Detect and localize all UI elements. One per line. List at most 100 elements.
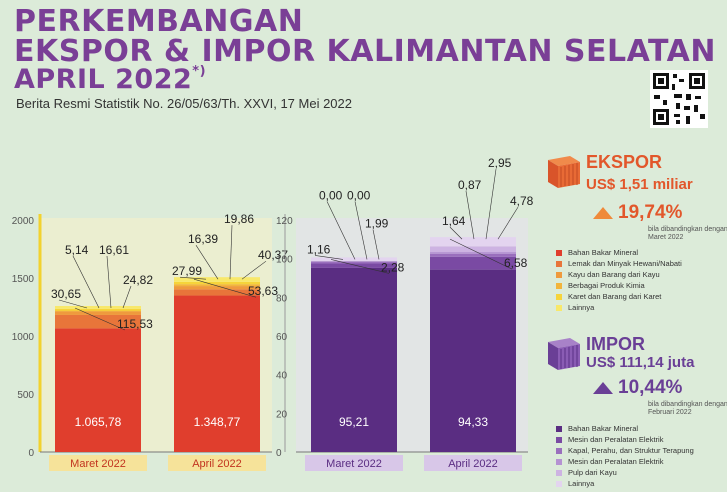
impor-data-label: 1,64 (442, 214, 466, 228)
ekspor-legend-swatch (556, 260, 562, 267)
impor-legend-swatch (556, 480, 562, 487)
title-line-3: APRIL 2022*) (14, 64, 206, 95)
impor-category-label: April 2022 (448, 458, 498, 470)
impor-legend-swatch (556, 425, 562, 432)
impor-legend-swatch (556, 436, 562, 443)
impor-leader-line (449, 226, 463, 240)
impor-data-label: 1,99 (365, 216, 389, 230)
ekspor-bar-segment (174, 277, 260, 282)
impor-y-tick-label: 40 (276, 371, 288, 382)
impor-y-tick-label: 100 (276, 255, 293, 266)
ekspor-legend-swatch (556, 249, 562, 256)
ekspor-bar-segment (174, 281, 260, 285)
ekspor-y-tick-label: 500 (17, 390, 34, 401)
ekspor-category-label: April 2022 (192, 458, 242, 470)
ekspor-leader-line (122, 285, 132, 309)
impor-data-label: 0,00 (347, 188, 371, 202)
impor-category-label: Maret 2022 (326, 458, 382, 470)
ekspor-category-label: Maret 2022 (70, 458, 126, 470)
impor-data-label: 2,28 (381, 260, 405, 274)
impor-legend-label: Bahan Bakar Mineral (568, 424, 639, 433)
impor-legend-item: Kapal, Perahu, dan Struktur Terapung (556, 445, 694, 456)
impor-bar-segment (430, 269, 516, 452)
ekspor-value: US$ 1,51 miliar (586, 176, 693, 193)
ekspor-legend-swatch (556, 271, 562, 278)
ekspor-change: 19,74% (618, 202, 683, 223)
impor-y-tick-label: 120 (276, 216, 293, 227)
title-line-1: PERKEMBANGAN (14, 4, 304, 39)
impor-legend-label: Lainnya (568, 479, 595, 488)
impor-bar-segment (430, 256, 516, 270)
impor-bar-segment (311, 257, 397, 262)
ekspor-data-label: 115,53 (117, 317, 153, 331)
ekspor-category-band (49, 455, 147, 471)
ekspor-bar-segment (55, 306, 141, 309)
impor-change-note: bila dibandingkan dengan Februari 2022 (648, 401, 727, 416)
impor-category-band (424, 455, 522, 471)
title-line-2: EKSPOR & IMPOR KALIMANTAN SELATAN (14, 34, 716, 69)
impor-data-label: 1,16 (307, 242, 331, 256)
impor-data-label: 2,95 (488, 156, 512, 170)
ekspor-legend-item: Kayu dan Barang dari Kayu (556, 269, 682, 280)
impor-legend-swatch (556, 469, 562, 476)
impor-title: IMPOR (586, 334, 646, 354)
impor-data-label: 4,78 (510, 194, 534, 208)
ekspor-bar-segment (55, 311, 141, 315)
ekspor-bar-segment (174, 284, 260, 287)
ekspor-legend-label: Karet dan Barang dari Karet (568, 292, 662, 301)
ekspor-legend-label: Lainnya (568, 303, 595, 312)
ekspor-data-label: 40,37 (258, 248, 288, 262)
impor-legend-label: Mesin dan Peralatan Elektrik (568, 457, 664, 466)
title-period: APRIL 2022 (14, 64, 193, 95)
qr-code-icon[interactable] (650, 70, 708, 128)
ekspor-data-label: 1.348,77 (194, 415, 241, 429)
ekspor-legend-label: Bahan Bakar Mineral (568, 248, 639, 257)
ekspor-up-arrow-icon (593, 207, 613, 219)
impor-y-tick-label: 80 (276, 293, 288, 304)
ekspor-data-label: 16,39 (188, 232, 218, 246)
impor-bar-segment (311, 267, 397, 452)
ekspor-y-tick-label: 0 (28, 448, 34, 459)
impor-legend-label: Pulp dari Kayu (568, 468, 617, 477)
impor-y-tick-label: 60 (276, 332, 288, 343)
ekspor-bar-segment (174, 286, 260, 290)
impor-legend-swatch (556, 458, 562, 465)
impor-leader-line (449, 238, 513, 270)
ekspor-legend-label: Kayu dan Barang dari Kayu (568, 270, 660, 279)
impor-leader-line (497, 206, 519, 240)
subtitle: Berita Resmi Statistik No. 26/05/63/Th. … (16, 96, 352, 111)
impor-legend-item: Pulp dari Kayu (556, 467, 694, 478)
ekspor-legend-item: Lainnya (556, 302, 682, 313)
ekspor-bar-segment (174, 289, 260, 296)
ekspor-data-label: 27,99 (172, 264, 202, 278)
ekspor-y-tick-label: 2000 (12, 216, 35, 227)
impor-bar-segment (311, 261, 397, 264)
impor-leader-line (314, 255, 344, 260)
ekspor-data-label: 30,65 (51, 287, 81, 301)
ekspor-data-label: 24,82 (123, 273, 153, 287)
ekspor-legend-swatch (556, 282, 562, 289)
impor-data-label: 95,21 (339, 415, 369, 429)
impor-legend-item: Mesin dan Peralatan Elektrik (556, 456, 694, 467)
ekspor-leader-line (72, 255, 100, 309)
impor-container-icon (548, 338, 580, 370)
impor-legend-swatch (556, 447, 562, 454)
title-footnote-mark: *) (192, 64, 207, 79)
ekspor-container-icon (548, 156, 580, 188)
ekspor-leader-line (106, 255, 112, 309)
impor-data-label: 6,58 (504, 256, 528, 270)
impor-bar-segment (430, 237, 516, 247)
impor-value: US$ 111,14 juta (586, 354, 695, 371)
impor-legend-item: Bahan Bakar Mineral (556, 423, 694, 434)
ekspor-title: EKSPOR (586, 152, 663, 172)
ekspor-leader-line (195, 245, 219, 280)
ekspor-legend-label: Lemak dan Minyak Hewani/Nabati (568, 259, 682, 268)
impor-legend-item: Mesin dan Peralatan Elektrik (556, 434, 694, 445)
ekspor-legend-item: Karet dan Barang dari Karet (556, 291, 682, 302)
impor-leader-line (465, 191, 475, 240)
impor-change: 10,44% (618, 377, 683, 398)
impor-bar-segment (430, 252, 516, 254)
impor-data-label: 94,33 (458, 415, 488, 429)
ekspor-legend-item: Berbagai Produk Kimia (556, 280, 682, 291)
